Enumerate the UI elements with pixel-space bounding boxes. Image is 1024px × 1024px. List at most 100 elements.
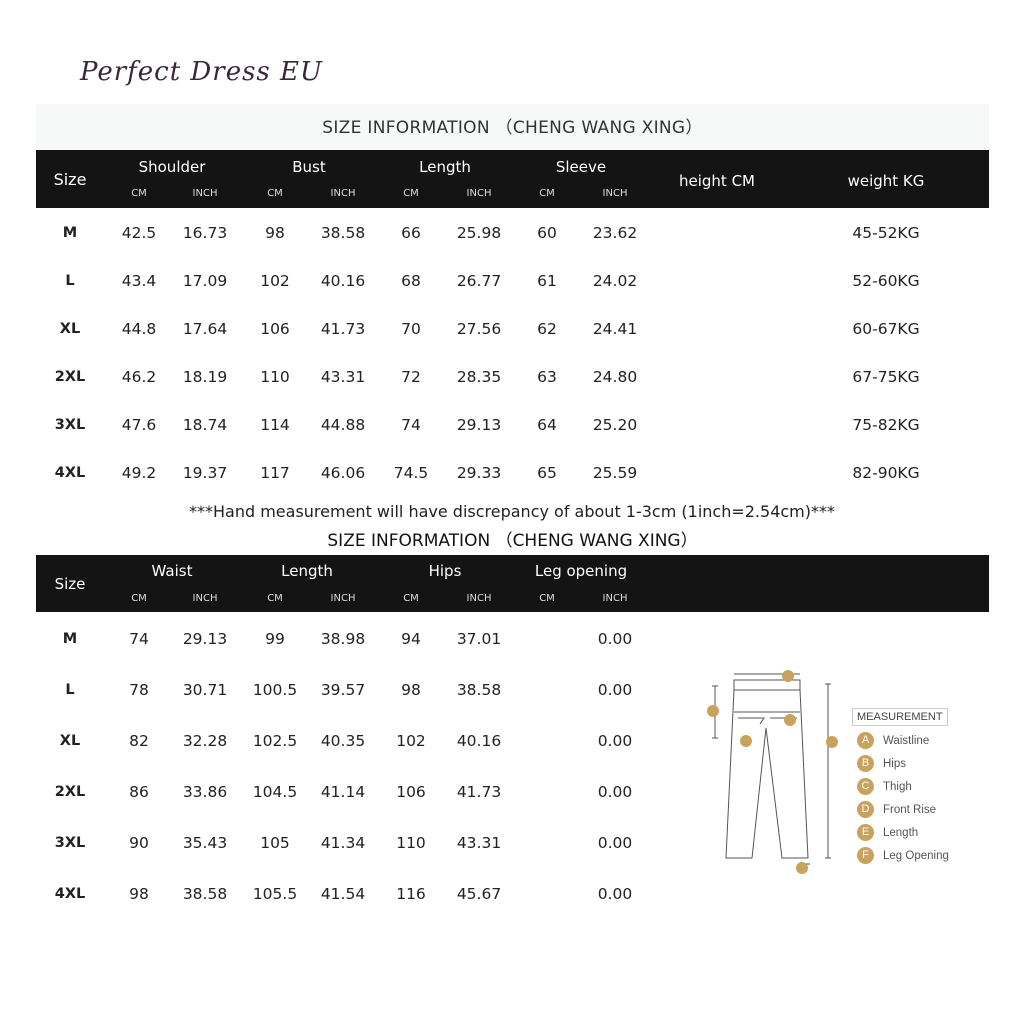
legend-letter-badge: F <box>857 847 874 864</box>
table-cell: 104.5 <box>252 783 298 801</box>
table-cell: 27.56 <box>456 320 502 338</box>
table-cell: 24.80 <box>592 368 638 386</box>
table-cell: 29.33 <box>456 464 502 482</box>
table-cell: 30.71 <box>182 681 228 699</box>
table-cell: 105.5 <box>252 885 298 903</box>
table-cell: 64 <box>537 416 557 434</box>
table-cell: 82 <box>129 732 149 750</box>
table-cell: M <box>62 631 78 647</box>
sub-inch: INCH <box>192 593 218 604</box>
table-cell: 98 <box>265 224 285 242</box>
sub-cm: CM <box>131 188 147 199</box>
legend-title: MEASUREMENT <box>852 708 948 726</box>
table-cell: 32.28 <box>182 732 228 750</box>
table-cell: 37.01 <box>456 630 502 648</box>
top-table-title: SIZE INFORMATION （CHENG WANG XING） <box>36 104 989 150</box>
header-weight: weight KG <box>847 172 925 190</box>
table-cell: 2XL <box>54 369 86 385</box>
table-cell: 43.4 <box>121 272 157 290</box>
header-length: Length <box>281 562 333 580</box>
legend-item: B Hips <box>852 755 949 772</box>
header-length: Length <box>419 158 471 176</box>
table-cell: 28.35 <box>456 368 502 386</box>
table-cell: 40.16 <box>456 732 502 750</box>
table-cell: XL <box>59 321 81 337</box>
legend-label: Leg Opening <box>883 849 949 862</box>
table-cell: 38.58 <box>456 681 502 699</box>
legend-letter-badge: E <box>857 824 874 841</box>
table-cell: 29.13 <box>456 416 502 434</box>
legend-letter-badge: D <box>857 801 874 818</box>
watermark-logo: Perfect Dress EU <box>80 57 323 87</box>
header-shoulder: Shoulder <box>138 158 206 176</box>
table-cell: 67-75KG <box>852 368 920 386</box>
table-cell: 49.2 <box>121 464 157 482</box>
header-height: height CM <box>679 172 755 190</box>
table-cell: 102 <box>260 272 290 290</box>
table-cell: 0.00 <box>597 783 633 801</box>
table-cell: 38.98 <box>320 630 366 648</box>
table-cell: 46.06 <box>320 464 366 482</box>
legend-item: A Waistline <box>852 732 949 749</box>
table-cell: 65 <box>537 464 557 482</box>
table-cell: 38.58 <box>320 224 366 242</box>
table-cell: L <box>65 273 75 289</box>
table-cell: 0.00 <box>597 630 633 648</box>
table-cell: 3XL <box>54 417 86 433</box>
header-size: Size <box>53 170 87 189</box>
table-cell: 25.20 <box>592 416 638 434</box>
table-cell: 70 <box>401 320 421 338</box>
table-cell: 110 <box>260 368 290 386</box>
legend-item: D Front Rise <box>852 801 949 818</box>
top-table-header: Size Shoulder Bust Length Sleeve height … <box>36 150 989 208</box>
legend-label: Front Rise <box>883 803 937 816</box>
legend-label: Waistline <box>883 734 930 747</box>
sub-inch: INCH <box>602 188 628 199</box>
table-cell: 98 <box>401 681 421 699</box>
table-cell: 26.77 <box>456 272 502 290</box>
measurement-note: ***Hand measurement will have discrepanc… <box>189 502 835 521</box>
header-size: Size <box>54 575 86 593</box>
legend-item: C Thigh <box>852 778 949 795</box>
table-cell: 41.14 <box>320 783 366 801</box>
sub-inch: INCH <box>466 593 492 604</box>
sub-inch: INCH <box>330 188 356 199</box>
legend-letter-badge: C <box>857 778 874 795</box>
table-cell: 0.00 <box>597 681 633 699</box>
sub-inch: INCH <box>466 188 492 199</box>
legend-label: Length <box>883 826 919 839</box>
table-cell: 25.59 <box>592 464 638 482</box>
table-cell: 106 <box>396 783 426 801</box>
table-cell: 23.62 <box>592 224 638 242</box>
table-cell: 116 <box>396 885 426 903</box>
table-cell: 42.5 <box>121 224 157 242</box>
table-cell: 35.43 <box>182 834 228 852</box>
table-cell: 45-52KG <box>852 224 920 242</box>
table-cell: 72 <box>401 368 421 386</box>
table-cell: 100.5 <box>252 681 298 699</box>
sub-inch: INCH <box>602 593 628 604</box>
legend-label: Thigh <box>883 780 912 793</box>
sub-cm: CM <box>131 593 147 604</box>
sub-cm: CM <box>539 188 555 199</box>
sub-inch: INCH <box>330 593 356 604</box>
table-cell: 61 <box>537 272 557 290</box>
table-cell: 3XL <box>54 835 86 851</box>
table-cell: 60 <box>537 224 557 242</box>
table-cell: 24.41 <box>592 320 638 338</box>
table-cell: L <box>65 682 75 698</box>
sub-cm: CM <box>267 593 283 604</box>
table-cell: 86 <box>129 783 149 801</box>
table-cell: 47.6 <box>121 416 157 434</box>
table-cell: 0.00 <box>597 732 633 750</box>
table-cell: 38.58 <box>182 885 228 903</box>
sub-cm: CM <box>267 188 283 199</box>
table-cell: 41.73 <box>320 320 366 338</box>
sub-cm: CM <box>403 593 419 604</box>
sub-cm: CM <box>539 593 555 604</box>
header-waist: Waist <box>151 562 193 580</box>
table-cell: 4XL <box>54 886 86 902</box>
table-cell: 44.88 <box>320 416 366 434</box>
table-cell: 105 <box>260 834 290 852</box>
table-cell: 90 <box>129 834 149 852</box>
